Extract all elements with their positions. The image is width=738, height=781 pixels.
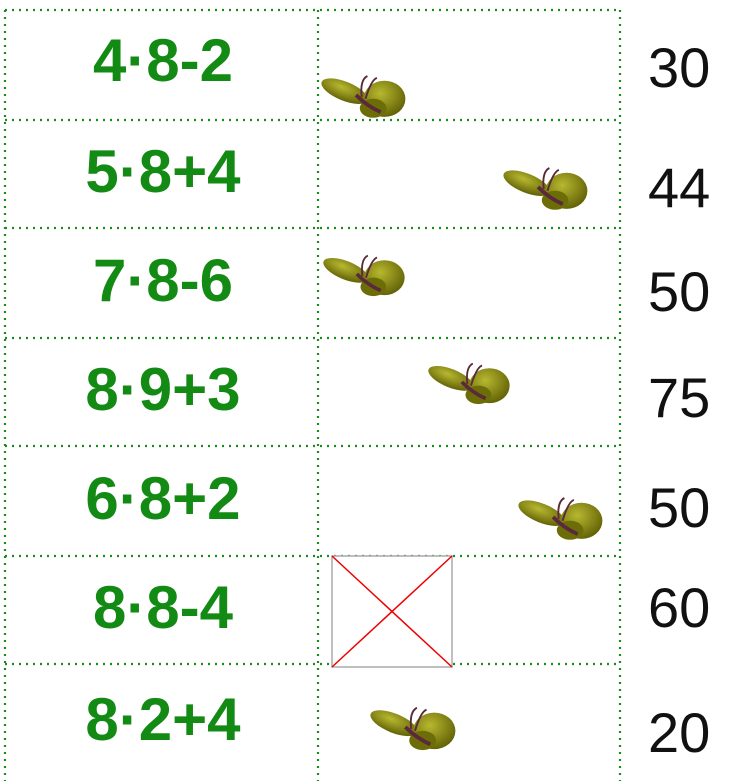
butterfly xyxy=(367,705,455,750)
expression: 8·9+3 xyxy=(85,356,240,423)
expression: 5·8+4 xyxy=(85,138,241,205)
answer: 75 xyxy=(648,366,710,429)
page: {"rows": [ {"expression": "4·8-2", "answ… xyxy=(0,0,738,781)
butterfly xyxy=(425,361,510,404)
worksheet: 4·8-2 30 5·8+4 44 7·8-6 50 8·9+3 75 6·8+2 50 8·8-4… xyxy=(0,0,738,781)
expression: 8·2+4 xyxy=(85,686,241,753)
butterfly xyxy=(500,165,587,210)
answer: 20 xyxy=(648,701,710,764)
butterfly xyxy=(318,73,405,118)
answer: 44 xyxy=(648,156,710,219)
answer: 50 xyxy=(648,260,710,323)
expression: 4·8-2 xyxy=(93,27,233,94)
answer: 30 xyxy=(648,36,710,99)
expression: 7·8-6 xyxy=(93,247,233,314)
expression: 6·8+2 xyxy=(85,465,240,532)
answer: 50 xyxy=(648,476,710,539)
broken-image xyxy=(332,556,452,667)
butterfly xyxy=(320,253,405,296)
expression: 8·8-4 xyxy=(93,574,234,641)
butterfly xyxy=(515,495,602,540)
answer: 60 xyxy=(648,576,710,639)
